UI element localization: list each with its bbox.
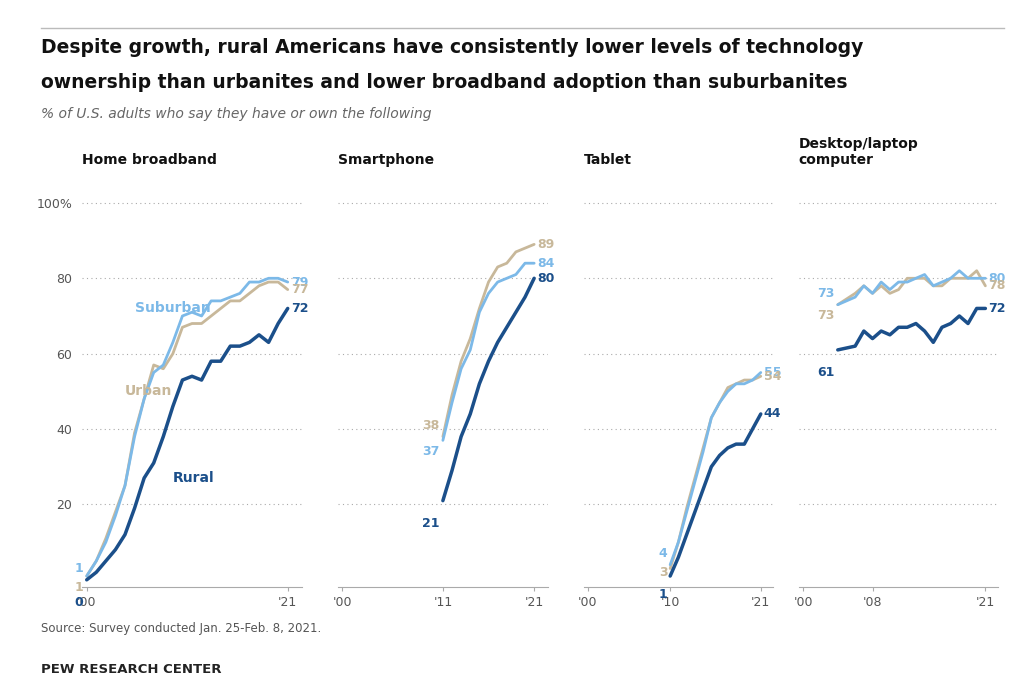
Text: 84: 84 xyxy=(538,257,555,269)
Text: % of U.S. adults who say they have or own the following: % of U.S. adults who say they have or ow… xyxy=(41,107,431,121)
Text: 72: 72 xyxy=(988,302,1006,315)
Text: 37: 37 xyxy=(422,445,439,458)
Text: Despite growth, rural Americans have consistently lower levels of technology: Despite growth, rural Americans have con… xyxy=(41,38,863,57)
Text: 0: 0 xyxy=(75,596,83,609)
Text: 38: 38 xyxy=(423,419,439,432)
Text: Smartphone: Smartphone xyxy=(338,153,434,167)
Text: 1: 1 xyxy=(658,589,668,601)
Text: 44: 44 xyxy=(764,408,781,420)
Text: 54: 54 xyxy=(764,370,781,383)
Text: 72: 72 xyxy=(291,302,308,315)
Text: PEW RESEARCH CENTER: PEW RESEARCH CENTER xyxy=(41,663,221,676)
Text: 55: 55 xyxy=(764,366,781,379)
Text: Tablet: Tablet xyxy=(584,153,632,167)
Text: 1: 1 xyxy=(75,562,83,575)
Text: 77: 77 xyxy=(291,283,308,296)
Text: 73: 73 xyxy=(817,310,835,323)
Text: 21: 21 xyxy=(422,517,439,530)
Text: Home broadband: Home broadband xyxy=(82,153,217,167)
Text: ownership than urbanites and lower broadband adoption than suburbanites: ownership than urbanites and lower broad… xyxy=(41,73,848,91)
Text: 80: 80 xyxy=(988,272,1006,285)
Text: Source: Survey conducted Jan. 25-Feb. 8, 2021.: Source: Survey conducted Jan. 25-Feb. 8,… xyxy=(41,622,322,635)
Text: Urban: Urban xyxy=(125,384,172,398)
Text: Suburban: Suburban xyxy=(134,301,210,315)
Text: 61: 61 xyxy=(817,366,835,379)
Text: 73: 73 xyxy=(817,287,835,300)
Text: 89: 89 xyxy=(538,238,555,251)
Text: 80: 80 xyxy=(538,272,555,285)
Text: 78: 78 xyxy=(988,279,1006,292)
Text: Desktop/laptop
computer: Desktop/laptop computer xyxy=(799,138,919,167)
Text: 4: 4 xyxy=(658,547,668,560)
Text: Rural: Rural xyxy=(173,471,214,485)
Text: 3: 3 xyxy=(658,566,668,579)
Text: 79: 79 xyxy=(291,276,308,289)
Text: 1: 1 xyxy=(75,581,83,594)
